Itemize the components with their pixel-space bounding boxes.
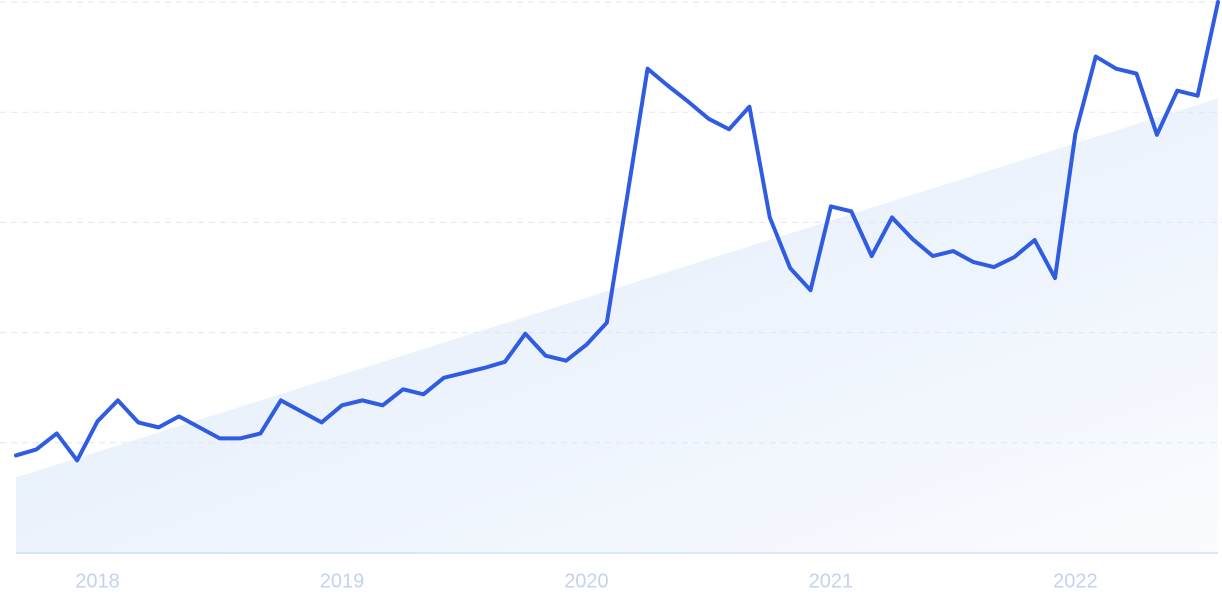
x-tick-label: 2019	[320, 570, 365, 592]
x-tick-label: 2018	[75, 570, 120, 592]
trend-line	[14, 0, 1220, 463]
x-tick-label: 2022	[1053, 570, 1098, 592]
x-tick-label: 2021	[809, 570, 854, 592]
x-tick-label: 2020	[564, 570, 609, 592]
trend-area	[16, 98, 1218, 554]
